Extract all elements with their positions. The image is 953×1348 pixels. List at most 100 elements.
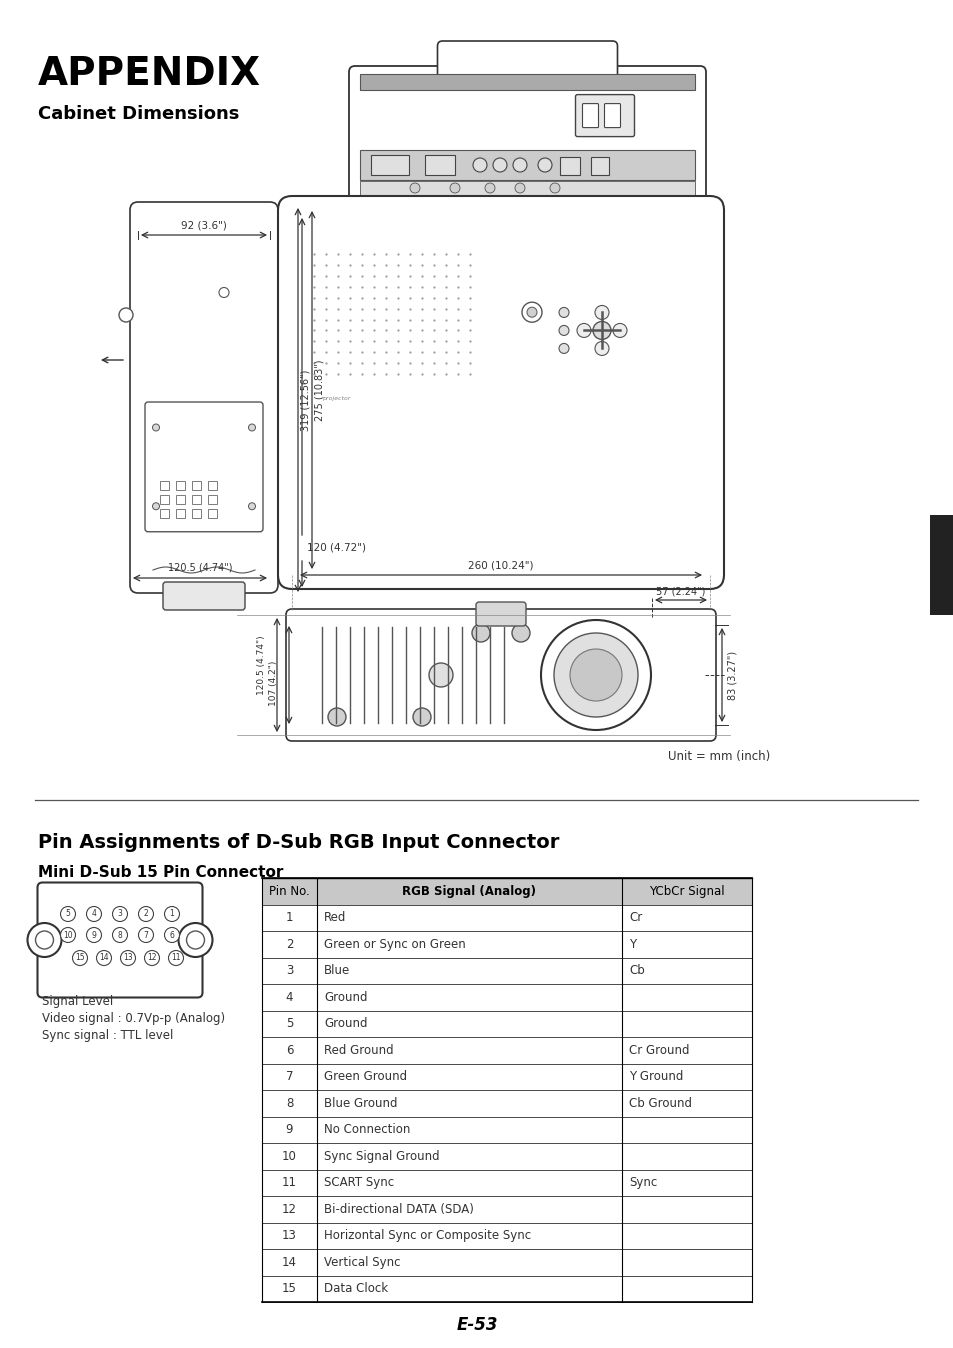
- Text: 9: 9: [286, 1123, 293, 1136]
- Circle shape: [513, 158, 526, 173]
- Circle shape: [186, 931, 204, 949]
- Text: Vertical Sync: Vertical Sync: [324, 1256, 400, 1268]
- Text: 8: 8: [117, 930, 122, 940]
- Text: Bi-directional DATA (SDA): Bi-directional DATA (SDA): [324, 1202, 474, 1216]
- FancyBboxPatch shape: [163, 582, 245, 611]
- Circle shape: [87, 927, 101, 942]
- Bar: [208, 508, 216, 518]
- FancyBboxPatch shape: [582, 104, 598, 128]
- Circle shape: [152, 425, 159, 431]
- Text: 6: 6: [286, 1043, 293, 1057]
- Text: Pin Assignments of D-Sub RGB Input Connector: Pin Assignments of D-Sub RGB Input Conne…: [38, 833, 558, 852]
- Circle shape: [593, 321, 610, 340]
- Bar: [262, 931, 751, 957]
- Text: Red Ground: Red Ground: [324, 1043, 394, 1057]
- FancyBboxPatch shape: [37, 883, 202, 998]
- Bar: [359, 150, 695, 181]
- Circle shape: [248, 503, 255, 510]
- Bar: [262, 1275, 751, 1302]
- Circle shape: [138, 906, 153, 922]
- Circle shape: [558, 307, 568, 317]
- FancyBboxPatch shape: [604, 104, 619, 128]
- Text: 8: 8: [286, 1097, 293, 1109]
- Circle shape: [450, 183, 459, 193]
- Text: 5: 5: [286, 1018, 293, 1030]
- Text: 7: 7: [286, 1070, 293, 1084]
- Text: Ground: Ground: [324, 991, 367, 1004]
- Text: 13: 13: [123, 953, 132, 962]
- Text: Cr: Cr: [628, 911, 641, 925]
- Text: 107 (4.2"): 107 (4.2"): [269, 661, 278, 706]
- Bar: [262, 1091, 751, 1116]
- Text: Data Clock: Data Clock: [324, 1282, 388, 1295]
- Text: Cabinet Dimensions: Cabinet Dimensions: [38, 105, 239, 123]
- Circle shape: [72, 950, 88, 965]
- Text: 3: 3: [286, 964, 293, 977]
- Bar: [262, 905, 751, 931]
- Text: Horizontal Sync or Composite Sync: Horizontal Sync or Composite Sync: [324, 1229, 531, 1243]
- Circle shape: [558, 325, 568, 336]
- Text: No Connection: No Connection: [324, 1123, 410, 1136]
- Bar: [262, 957, 751, 984]
- Text: Y Ground: Y Ground: [628, 1070, 682, 1084]
- Text: 275 (10.83"): 275 (10.83"): [314, 360, 325, 421]
- FancyBboxPatch shape: [130, 202, 277, 593]
- Text: 83 (3.27"): 83 (3.27"): [727, 651, 738, 700]
- FancyBboxPatch shape: [286, 609, 716, 741]
- Bar: [262, 1064, 751, 1091]
- Text: 120.5 (4.74"): 120.5 (4.74"): [168, 563, 232, 573]
- Text: 2: 2: [286, 938, 293, 950]
- Text: 14: 14: [99, 953, 109, 962]
- Circle shape: [219, 287, 229, 298]
- Circle shape: [119, 307, 132, 322]
- FancyBboxPatch shape: [277, 195, 723, 589]
- Text: 3: 3: [117, 910, 122, 918]
- Circle shape: [512, 624, 530, 642]
- Text: Y: Y: [628, 938, 636, 950]
- Circle shape: [521, 302, 541, 322]
- Text: 2: 2: [144, 910, 149, 918]
- Text: 15: 15: [282, 1282, 296, 1295]
- Circle shape: [537, 158, 552, 173]
- Text: 92 (3.6"): 92 (3.6"): [181, 220, 227, 231]
- Circle shape: [328, 708, 346, 727]
- Circle shape: [248, 425, 255, 431]
- Bar: [590, 156, 608, 175]
- Text: 14: 14: [282, 1256, 296, 1268]
- FancyBboxPatch shape: [145, 402, 263, 531]
- Bar: [160, 480, 169, 489]
- Text: 11: 11: [172, 953, 180, 962]
- Bar: [192, 480, 201, 489]
- Bar: [929, 515, 953, 615]
- Text: 1: 1: [286, 911, 293, 925]
- Text: 10: 10: [282, 1150, 296, 1163]
- Bar: [359, 181, 695, 195]
- Bar: [371, 155, 409, 175]
- Text: Signal Level: Signal Level: [42, 995, 113, 1008]
- Circle shape: [577, 324, 590, 337]
- Text: Green or Sync on Green: Green or Sync on Green: [324, 938, 465, 950]
- Circle shape: [413, 708, 431, 727]
- Text: 4: 4: [91, 910, 96, 918]
- Text: Ground: Ground: [324, 1018, 367, 1030]
- Circle shape: [493, 158, 506, 173]
- Bar: [262, 1170, 751, 1196]
- Bar: [262, 1196, 751, 1223]
- Circle shape: [540, 620, 650, 731]
- Circle shape: [558, 344, 568, 353]
- Bar: [262, 878, 751, 905]
- Circle shape: [410, 183, 419, 193]
- Text: 9: 9: [91, 930, 96, 940]
- Circle shape: [526, 307, 537, 317]
- Circle shape: [554, 634, 638, 717]
- Bar: [160, 495, 169, 504]
- Text: Red: Red: [324, 911, 346, 925]
- Circle shape: [28, 923, 61, 957]
- Circle shape: [595, 341, 608, 356]
- Circle shape: [472, 624, 490, 642]
- Circle shape: [178, 923, 213, 957]
- Circle shape: [569, 648, 621, 701]
- Text: 12: 12: [147, 953, 156, 962]
- Text: 13: 13: [282, 1229, 296, 1243]
- Circle shape: [87, 906, 101, 922]
